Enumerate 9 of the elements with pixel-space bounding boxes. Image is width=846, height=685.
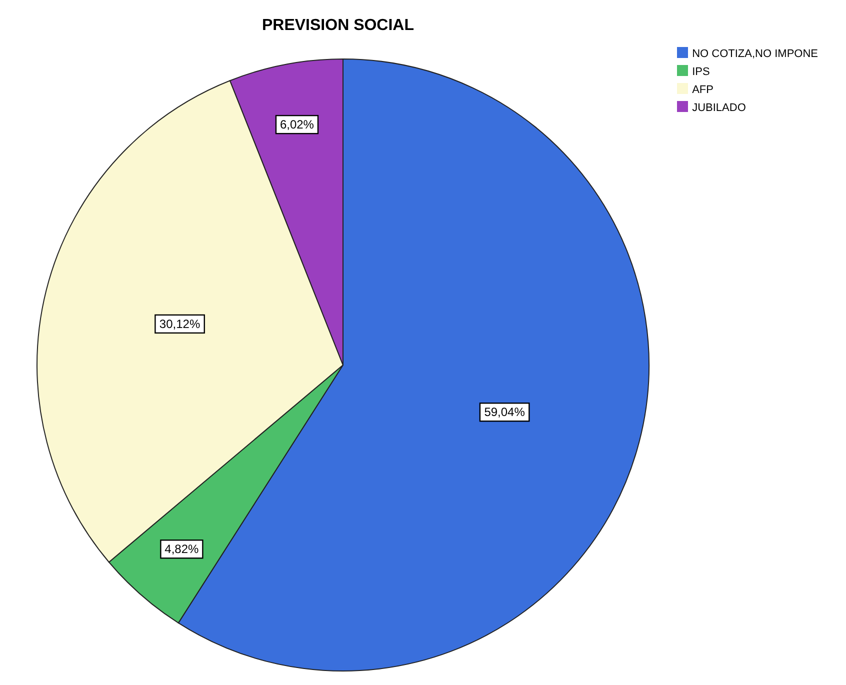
chart-title: PREVISION SOCIAL	[262, 17, 414, 34]
data-label: 30,12%	[159, 316, 200, 331]
legend-label: JUBILADO	[692, 102, 746, 114]
data-label: 4,82%	[164, 542, 200, 556]
legend-label: NO COTIZA,NO IMPONE	[692, 48, 818, 60]
data-label: 59,04%	[484, 405, 526, 420]
legend-label: IPS	[692, 66, 710, 78]
data-label: 6,02%	[280, 118, 314, 132]
legend-label: AFP	[692, 84, 714, 96]
